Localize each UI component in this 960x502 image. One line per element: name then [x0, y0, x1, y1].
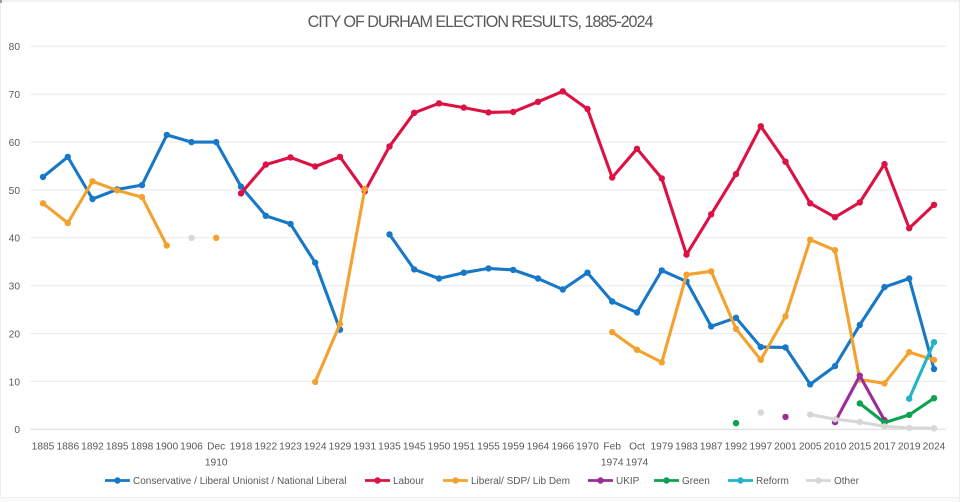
svg-text:1987: 1987 [700, 442, 723, 453]
svg-text:1951: 1951 [452, 442, 475, 453]
svg-text:Oct: Oct [629, 442, 645, 453]
svg-text:10: 10 [9, 377, 21, 388]
svg-text:1929: 1929 [329, 442, 352, 453]
svg-text:1992: 1992 [725, 442, 748, 453]
svg-text:Feb: Feb [603, 442, 621, 453]
svg-text:Conservative / Liberal Unionis: Conservative / Liberal Unionist / Nation… [133, 476, 346, 487]
svg-text:2017: 2017 [873, 442, 896, 453]
svg-text:Liberal/ SDP/ Lib Dem: Liberal/ SDP/ Lib Dem [471, 476, 570, 487]
svg-text:1950: 1950 [428, 442, 451, 453]
svg-text:1923: 1923 [279, 442, 302, 453]
svg-text:1906: 1906 [180, 442, 203, 453]
svg-text:2024: 2024 [923, 442, 946, 453]
svg-text:2015: 2015 [848, 442, 871, 453]
svg-text:1931: 1931 [353, 442, 376, 453]
svg-text:1979: 1979 [650, 442, 673, 453]
svg-text:1918: 1918 [230, 442, 253, 453]
svg-text:1898: 1898 [131, 442, 154, 453]
svg-text:1900: 1900 [155, 442, 178, 453]
svg-text:1892: 1892 [81, 442, 104, 453]
svg-text:50: 50 [9, 186, 21, 197]
svg-text:1974: 1974 [626, 458, 649, 469]
svg-text:70: 70 [9, 90, 21, 101]
svg-text:1966: 1966 [551, 442, 574, 453]
svg-text:1974: 1974 [601, 458, 624, 469]
svg-text:0: 0 [14, 425, 20, 436]
svg-text:80: 80 [9, 42, 21, 53]
svg-text:40: 40 [9, 234, 21, 245]
svg-text:2001: 2001 [774, 442, 797, 453]
svg-text:20: 20 [9, 329, 21, 340]
svg-text:2019: 2019 [898, 442, 921, 453]
svg-text:1922: 1922 [254, 442, 277, 453]
svg-text:1945: 1945 [403, 442, 426, 453]
svg-text:1935: 1935 [378, 442, 401, 453]
svg-text:60: 60 [9, 138, 21, 149]
svg-text:Labour: Labour [393, 476, 425, 487]
svg-text:1964: 1964 [527, 442, 550, 453]
svg-text:1895: 1895 [106, 442, 129, 453]
svg-text:1910: 1910 [205, 458, 228, 469]
svg-text:Green: Green [682, 476, 710, 487]
svg-text:1970: 1970 [576, 442, 599, 453]
svg-text:1924: 1924 [304, 442, 327, 453]
svg-text:Dec: Dec [207, 442, 225, 453]
svg-text:CITY OF DURHAM ELECTION RESULT: CITY OF DURHAM ELECTION RESULTS, 1885-20… [308, 13, 654, 31]
svg-text:1959: 1959 [502, 442, 525, 453]
svg-text:30: 30 [9, 282, 21, 293]
svg-text:2010: 2010 [824, 442, 847, 453]
svg-text:Reform: Reform [756, 476, 789, 487]
svg-text:UKIP: UKIP [616, 476, 640, 487]
svg-text:1885: 1885 [32, 442, 55, 453]
svg-text:1983: 1983 [675, 442, 698, 453]
svg-text:1886: 1886 [56, 442, 79, 453]
svg-text:1955: 1955 [477, 442, 500, 453]
svg-text:2005: 2005 [799, 442, 822, 453]
svg-text:Other: Other [834, 476, 860, 487]
svg-text:1997: 1997 [749, 442, 772, 453]
